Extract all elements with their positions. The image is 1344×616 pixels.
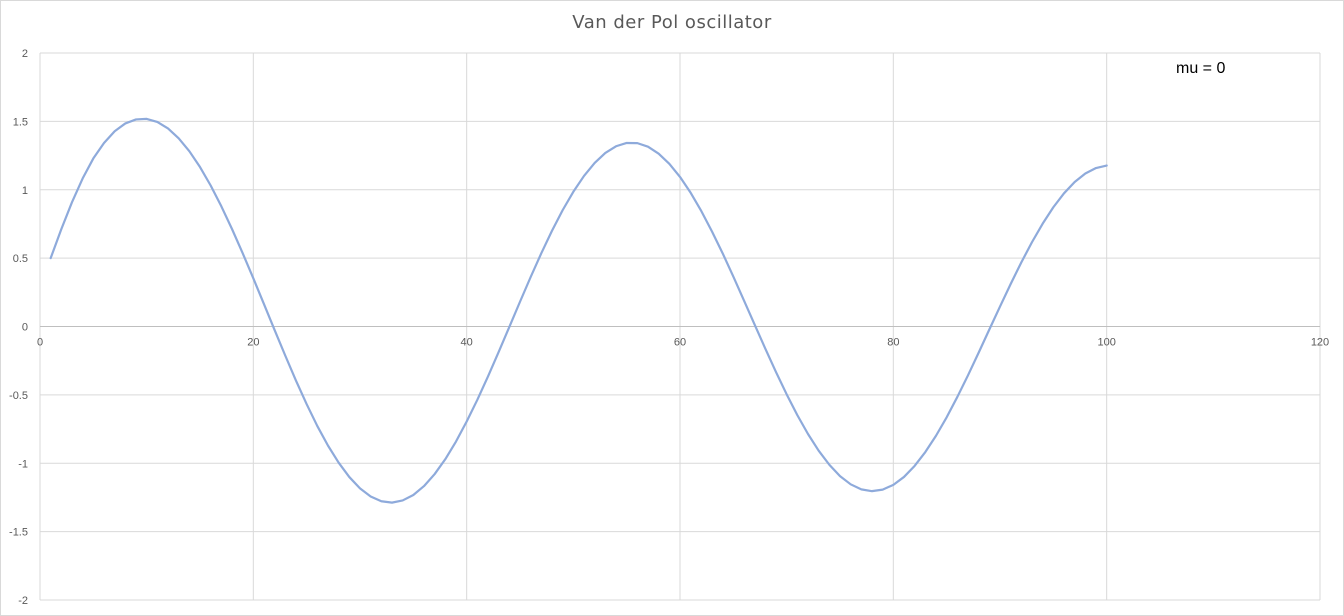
y-tick-label: 2 bbox=[22, 48, 28, 60]
tick-labels: 2 1.5 1 0.5 0 -0.5 -1 -1.5 -2 0 20 40 60 80 100 120 bbox=[9, 48, 1329, 607]
chart-title: Van der Pol oscillator bbox=[572, 12, 772, 33]
x-tick-label: 20 bbox=[247, 337, 259, 349]
x-tick-label: 100 bbox=[1097, 337, 1115, 349]
y-tick-label: -0.5 bbox=[9, 390, 28, 402]
mu-annotation: mu = 0 bbox=[1176, 60, 1226, 77]
x-tick-label: 0 bbox=[37, 337, 43, 349]
y-tick-label: 1 bbox=[22, 185, 28, 197]
y-tick-label: 0 bbox=[22, 322, 28, 334]
x-tick-label: 80 bbox=[887, 337, 899, 349]
x-tick-label: 40 bbox=[461, 337, 473, 349]
y-tick-label: -1 bbox=[18, 458, 28, 470]
x-tick-label: 120 bbox=[1311, 337, 1329, 349]
y-tick-label: 1.5 bbox=[13, 116, 28, 128]
y-tick-label: 0.5 bbox=[13, 253, 28, 265]
y-tick-label: -2 bbox=[18, 595, 28, 607]
x-tick-label: 60 bbox=[674, 337, 686, 349]
series-line bbox=[49, 117, 1108, 504]
y-tick-label: -1.5 bbox=[9, 527, 28, 539]
